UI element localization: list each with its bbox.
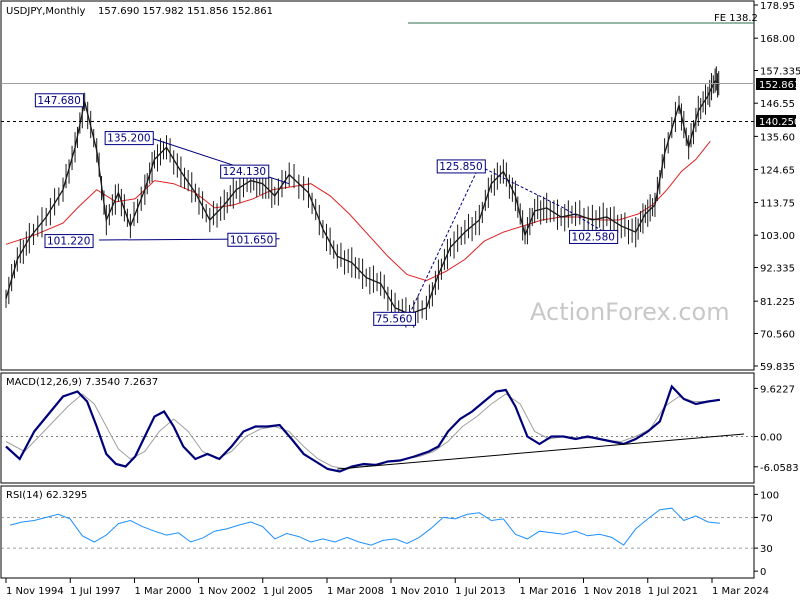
- price-panel-frame: [0, 0, 755, 371]
- macd-tick-label: -6.0583: [760, 463, 799, 474]
- price-tick-label: 178.95: [760, 1, 795, 12]
- price-tick-label: 70.560: [760, 329, 795, 340]
- rsi-label: RSI(14) 62.3295: [6, 490, 87, 501]
- macd-line: [5, 384, 721, 473]
- fe-label: FE 138.2: [714, 13, 758, 24]
- x-tick-label: 1 Mar 2008: [327, 586, 384, 597]
- annotation-label: 75.560: [376, 313, 413, 325]
- rsi-axis: 100 70 30 0: [754, 490, 779, 578]
- x-tick-label: 1 Mar 2016: [519, 586, 576, 597]
- price-tick-label: 103.00: [760, 231, 795, 242]
- x-tick-label: 1 Jul 2013: [455, 586, 505, 597]
- annotation-label: 135.200: [107, 133, 150, 145]
- current-price-box: [756, 78, 796, 90]
- moving-average-line: [5, 140, 711, 282]
- price-tick-label: 146.55: [760, 99, 795, 110]
- annotation-label: 101.220: [47, 236, 90, 248]
- rsi-tick-label: 100: [760, 490, 779, 501]
- price-tick-label: 59.835: [760, 362, 795, 373]
- x-tick-label: 1 Nov 2010: [391, 586, 449, 597]
- x-tick-label: 1 Nov 1994: [6, 586, 64, 597]
- price-ohlc: 157.690 157.982 151.856 152.861: [98, 6, 273, 17]
- annotation-box: [44, 234, 94, 249]
- price-title: USDJPY,Monthly: [6, 6, 86, 17]
- annotation-box: [220, 164, 270, 179]
- macd-label: MACD(12,26,9) 7.3540 7.2637: [6, 377, 158, 388]
- annotation-box: [227, 232, 277, 247]
- rsi-tick-label: 30: [760, 544, 773, 555]
- macd-tick-label: 0.00: [760, 433, 782, 444]
- macd-layer: [1, 384, 754, 473]
- rsi-layer: [1, 507, 754, 549]
- watermark: ActionForex.com: [530, 298, 730, 326]
- macd-tick-label: 9.6227: [760, 384, 795, 395]
- x-tick-label: 1 Nov 2002: [199, 586, 257, 597]
- x-tick-label: 1 Jul 2021: [648, 586, 698, 597]
- annotation-box: [104, 131, 154, 146]
- x-tick-label: 1 Mar 2024: [712, 586, 769, 597]
- annotation-label: 125.850: [439, 161, 482, 173]
- price-tick-label: 124.65: [760, 166, 795, 177]
- x-tick-label: 1 Nov 2018: [584, 586, 642, 597]
- level-140-label: 140.250: [759, 117, 800, 128]
- macd-axis: 9.6227 0.00 -6.0583: [754, 384, 799, 474]
- price-tick-label: 135.60: [760, 132, 795, 143]
- x-tick-label: 1 Mar 2000: [134, 586, 191, 597]
- rsi-tick-label: 70: [760, 513, 773, 524]
- x-axis: 1 Nov 1994 1 Jul 1997 1 Mar 2000 1 Nov 2002…: [5, 578, 769, 597]
- price-layer: 147.680 135.200 124.130 101.220 101.650 75.56…: [5, 66, 721, 328]
- annotation-label: 147.680: [37, 95, 80, 107]
- macd-trendline: [337, 433, 745, 470]
- trendline-3: [409, 165, 612, 315]
- level-140-box: [756, 115, 796, 127]
- current-price-label: 152.861: [759, 80, 800, 91]
- annotation-label: 101.650: [230, 234, 273, 246]
- annotation-box: [34, 93, 84, 108]
- price-tick-label: 113.75: [760, 199, 795, 210]
- price-axis: 178.95 168.00 157.335 146.55 135.60 124.65 113…: [754, 1, 800, 373]
- price-tick-label: 168.00: [760, 34, 795, 45]
- price-tick-label: 81.225: [760, 297, 795, 308]
- price-tick-label: 157.335: [760, 67, 800, 78]
- x-tick-label: 1 Jul 1997: [70, 586, 120, 597]
- annotation-box: [436, 159, 486, 174]
- price-tick-label: 92.335: [760, 264, 795, 275]
- x-tick-label: 1 Jul 2005: [263, 586, 313, 597]
- rsi-tick-label: 0: [760, 567, 766, 578]
- annotation-box: [569, 229, 619, 244]
- macd-panel-frame: [0, 372, 755, 484]
- annotation-box: [373, 311, 417, 326]
- rsi-panel-frame: [0, 485, 755, 579]
- annotation-label: 124.130: [223, 166, 266, 178]
- rsi-line: [9, 507, 720, 546]
- annotation-label: 102.580: [572, 231, 615, 243]
- macd-signal-line: [5, 393, 720, 470]
